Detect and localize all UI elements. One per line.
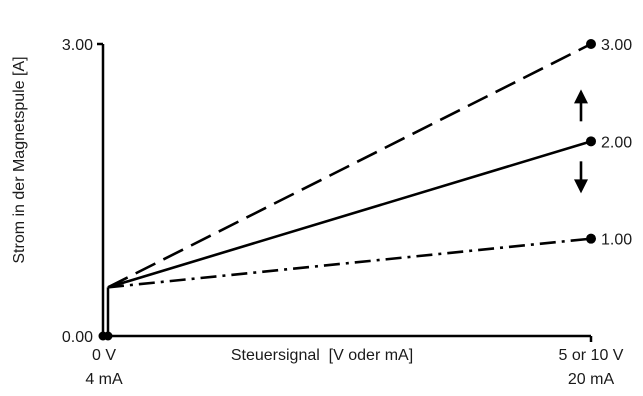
series-line-solid xyxy=(107,140,592,289)
series-line-dashdot xyxy=(107,237,592,289)
series-line-dashed xyxy=(107,42,592,289)
arrow-down xyxy=(574,161,588,194)
series-end-label-dashed: 3.00 xyxy=(601,37,632,54)
y-tick-label-3: 3.00 xyxy=(62,37,93,54)
x-tick-label-right-line1: 5 or 10 V xyxy=(559,347,624,364)
y-axis-title: Strom in der Magnetspule [A] xyxy=(11,56,28,263)
series-end-point-dashed xyxy=(586,39,596,49)
x-tick-label-right-line2: 20 mA xyxy=(568,371,615,388)
x-tick-label-left-line1: 0 V xyxy=(92,347,116,364)
axes xyxy=(97,42,593,342)
x-tick-label-left-line2: 4 mA xyxy=(85,371,123,388)
series-end-label-dashdot: 1.00 xyxy=(601,232,632,249)
y-tick-label-0: 0.00 xyxy=(62,329,93,346)
series-group: 3.00 2.00 1.00 xyxy=(98,37,632,341)
series-end-point-solid xyxy=(586,136,596,147)
arrow-group xyxy=(574,89,588,194)
arrow-up xyxy=(574,89,588,122)
x-axis-title: Steuersignal [V oder mA] xyxy=(231,347,413,364)
offset-dot xyxy=(103,331,113,341)
series-end-label-solid: 2.00 xyxy=(601,134,632,151)
series-end-point-dashdot xyxy=(586,233,596,244)
